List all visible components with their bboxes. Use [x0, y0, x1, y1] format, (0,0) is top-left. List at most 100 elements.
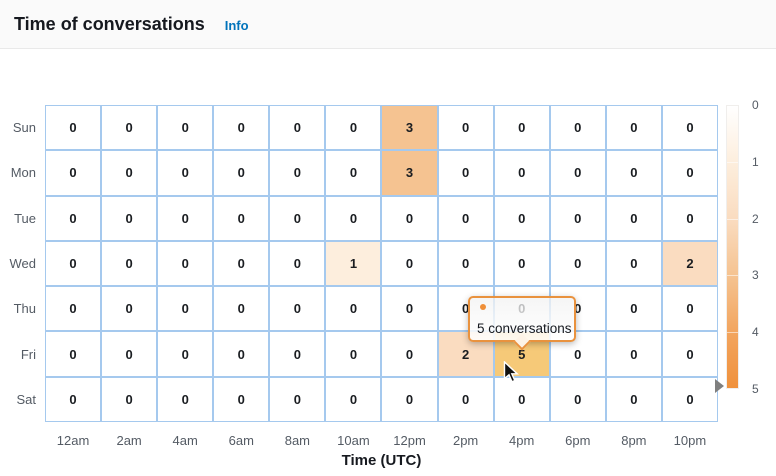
heatmap-cell[interactable]: 0	[269, 331, 326, 377]
heatmap-cell[interactable]: 0	[605, 240, 662, 287]
heatmap-cell[interactable]: 0	[269, 105, 326, 151]
heatmap-cell[interactable]: 0	[325, 331, 382, 377]
time-axis-labels: 12am 2am 4am 6am 8am 10am 12pm 2pm 4pm 6pm 8pm 10pm	[45, 432, 718, 448]
heatmap-cell[interactable]: 0	[549, 105, 606, 151]
hour-label: 8am	[284, 432, 311, 448]
tooltip: 5 conversations	[468, 296, 576, 351]
heatmap-cell[interactable]: 0	[437, 195, 494, 241]
day-axis-labels: Sun Mon Tue Wed Thu Fri Sat	[0, 105, 38, 422]
heatmap-cell[interactable]: 0	[605, 105, 662, 151]
heatmap-cell[interactable]: 0	[605, 195, 662, 241]
heatmap-cell[interactable]: 0	[157, 150, 214, 196]
legend-tick-line	[727, 162, 738, 164]
day-label: Tue	[14, 210, 36, 226]
heatmap-cell[interactable]: 0	[437, 240, 494, 287]
heatmap-cell[interactable]: 0	[157, 240, 214, 287]
legend-tick-label: 3	[752, 268, 759, 283]
heatmap-cell[interactable]: 0	[549, 376, 606, 422]
heatmap-cell[interactable]: 0	[269, 240, 326, 287]
heatmap-cell[interactable]: 1	[325, 240, 382, 287]
heatmap-cell[interactable]: 0	[269, 376, 326, 422]
heatmap-cell[interactable]: 0	[493, 105, 550, 151]
heatmap-cell[interactable]: 0	[437, 105, 494, 151]
hour-label: 12pm	[393, 432, 426, 448]
day-label: Fri	[20, 346, 36, 362]
heatmap-cell[interactable]: 0	[605, 331, 662, 377]
heatmap-cell[interactable]: 0	[101, 240, 158, 287]
heatmap-cell[interactable]: 0	[101, 286, 158, 332]
heatmap-cell[interactable]: 0	[549, 240, 606, 287]
heatmap-cell[interactable]: 0	[157, 105, 214, 151]
heatmap-cell[interactable]: 0	[45, 150, 102, 196]
heatmap-cell[interactable]: 0	[213, 286, 270, 332]
heatmap-cell[interactable]: 0	[605, 376, 662, 422]
heatmap-cell[interactable]: 0	[381, 240, 438, 287]
heatmap-cell[interactable]: 0	[493, 240, 550, 287]
heatmap-cell[interactable]: 0	[605, 286, 662, 332]
legend-tick-label: 4	[752, 325, 759, 340]
heatmap-cell[interactable]: 0	[101, 150, 158, 196]
legend-tick-label: 1	[752, 154, 759, 169]
heatmap-cell[interactable]: 0	[269, 195, 326, 241]
heatmap-cell[interactable]: 2	[661, 240, 718, 287]
heatmap-cell[interactable]: 0	[213, 150, 270, 196]
tooltip-label: 5 conversations	[477, 321, 572, 336]
heatmap-cell[interactable]: 0	[381, 376, 438, 422]
heatmap-cell[interactable]: 0	[157, 376, 214, 422]
heatmap-cell[interactable]: 0	[661, 195, 718, 241]
heatmap-cell[interactable]: 0	[325, 286, 382, 332]
heatmap-cell[interactable]: 0	[325, 105, 382, 151]
heatmap-cell[interactable]: 0	[45, 240, 102, 287]
heatmap-cell[interactable]: 0	[381, 331, 438, 377]
heatmap-cell[interactable]: 0	[661, 331, 718, 377]
heatmap-cell[interactable]: 0	[213, 195, 270, 241]
x-axis-title: Time (UTC)	[341, 452, 422, 469]
heatmap-cell[interactable]: 0	[213, 105, 270, 151]
heatmap-cell[interactable]: 0	[325, 376, 382, 422]
heatmap-cell[interactable]: 0	[493, 195, 550, 241]
heatmap-cell[interactable]: 0	[45, 376, 102, 422]
widget-header: Time of conversations Info	[0, 0, 776, 49]
heatmap-cell[interactable]: 3	[381, 105, 438, 151]
heatmap-cell[interactable]: 3	[381, 150, 438, 196]
heatmap-cell[interactable]: 0	[269, 286, 326, 332]
hour-label: 2am	[116, 432, 142, 448]
heatmap-cell[interactable]: 0	[157, 195, 214, 241]
heatmap-cell[interactable]: 0	[157, 286, 214, 332]
legend-tick-line	[727, 331, 738, 333]
heatmap-cell[interactable]: 0	[101, 376, 158, 422]
hour-label: 12am	[56, 432, 90, 448]
heatmap-cell[interactable]: 0	[45, 286, 102, 332]
heatmap-cell[interactable]: 0	[101, 105, 158, 151]
heatmap-cell[interactable]: 0	[381, 195, 438, 241]
heatmap-cell[interactable]: 0	[661, 376, 718, 422]
legend-gradient-bar	[726, 105, 739, 389]
heatmap-cell[interactable]: 0	[157, 331, 214, 377]
heatmap-cell[interactable]: 0	[325, 195, 382, 241]
heatmap-cell[interactable]: 0	[45, 195, 102, 241]
info-link[interactable]: Info	[224, 18, 249, 33]
heatmap-cell[interactable]: 0	[381, 286, 438, 332]
day-label: Wed	[9, 255, 37, 271]
heatmap-cell[interactable]: 0	[661, 286, 718, 332]
heatmap-cell[interactable]: 0	[661, 105, 718, 151]
heatmap-cell[interactable]: 0	[213, 376, 270, 422]
heatmap-cell[interactable]: 0	[437, 376, 494, 422]
heatmap-cell[interactable]: 0	[661, 150, 718, 196]
heatmap-cell[interactable]: 0	[101, 331, 158, 377]
heatmap-cell[interactable]: 0	[493, 376, 550, 422]
heatmap-cell[interactable]: 0	[45, 105, 102, 151]
heatmap-cell[interactable]: 0	[549, 150, 606, 196]
heatmap-cell[interactable]: 0	[605, 150, 662, 196]
heatmap-cell[interactable]: 0	[437, 150, 494, 196]
heatmap-cell[interactable]: 0	[493, 150, 550, 196]
heatmap-cell[interactable]: 0	[269, 150, 326, 196]
tooltip-marker-dot-icon	[480, 304, 486, 310]
heatmap-cell[interactable]: 0	[549, 195, 606, 241]
heatmap-cell[interactable]: 0	[101, 195, 158, 241]
heatmap-cell[interactable]: 0	[213, 240, 270, 287]
heatmap-cell[interactable]: 0	[325, 150, 382, 196]
heatmap-cell[interactable]: 0	[213, 331, 270, 377]
heatmap-cell[interactable]: 0	[45, 331, 102, 377]
